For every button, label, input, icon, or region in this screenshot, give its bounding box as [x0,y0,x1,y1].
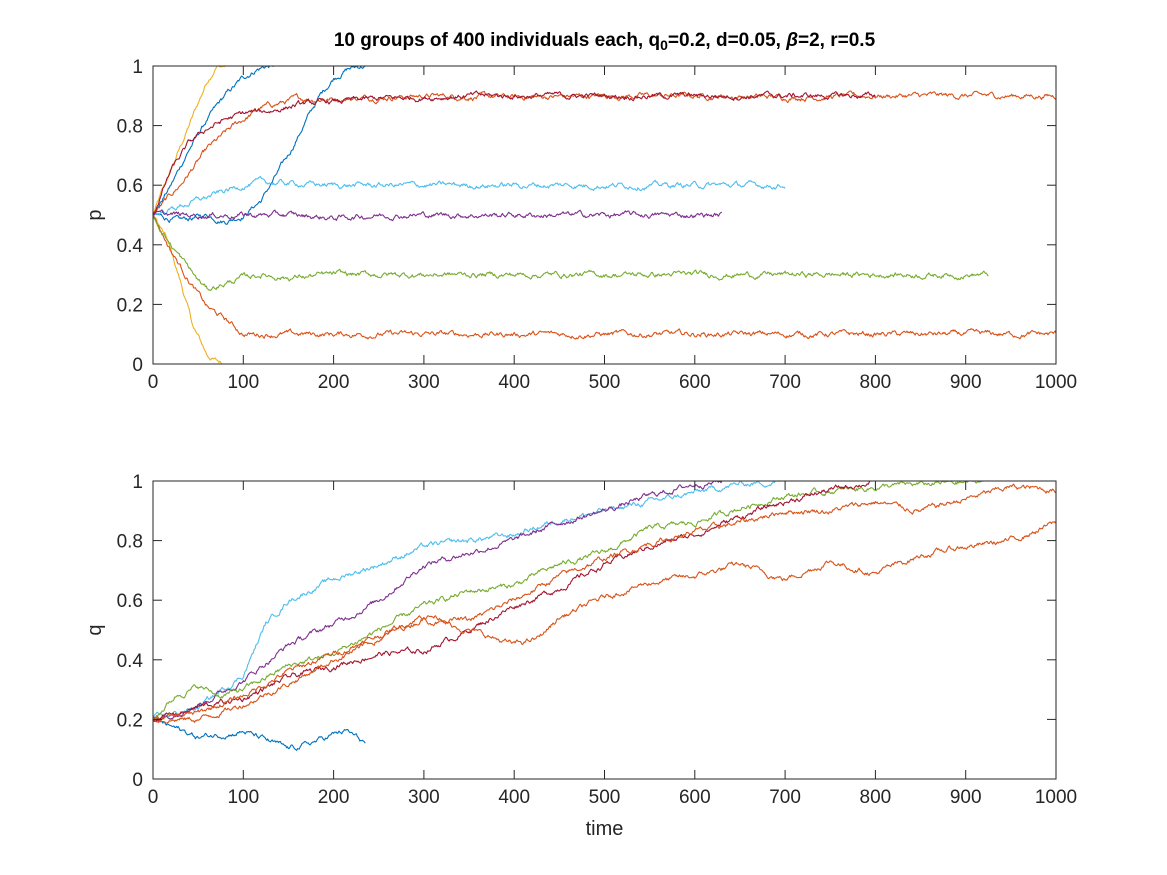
x-tick-label: 200 [318,787,350,808]
y-tick-label: 0.8 [117,117,143,138]
chart-title: 10 groups of 400 individuals each, q0=0.… [153,30,1056,53]
y-axis-label: p [84,209,106,220]
x-tick-label: 200 [318,372,350,393]
title-prefix: 10 groups of 400 individuals each, q [333,30,661,51]
title-tail: =2, r=0.5 [798,30,876,51]
title-subscript: 0 [660,37,668,53]
series-line-3 [153,65,370,225]
y-tick-label: 0.6 [117,176,143,197]
x-tick-label: 300 [408,372,440,393]
series-line-2 [153,480,723,722]
series-line-0 [153,65,226,215]
x-tick-label: 700 [769,372,801,393]
x-tick-label: 1000 [1035,372,1077,393]
x-tick-label: 0 [148,787,159,808]
series-line-6 [153,90,876,216]
series-line-5 [153,215,1056,340]
series-line-4 [153,90,1056,215]
x-tick-label: 1000 [1035,787,1077,808]
y-tick-label: 0.2 [117,710,143,731]
series-line-2 [153,65,275,217]
x-tick-label: 700 [769,787,801,808]
x-tick-label: 100 [227,787,259,808]
x-tick-label: 600 [679,372,711,393]
axes-box [152,65,1057,365]
title-beta: β [786,30,799,51]
y-tick-label: 0 [132,770,143,791]
x-axis-label: time [586,818,624,840]
y-axis-label: q [84,624,106,635]
series-line-6 [153,521,1056,724]
y-tick-label: 0.6 [117,591,143,612]
series-line-1 [153,480,786,718]
x-tick-label: 500 [589,372,621,393]
x-tick-label: 100 [227,372,259,393]
x-tick-label: 900 [950,787,982,808]
x-tick-label: 600 [679,787,711,808]
y-tick-label: 0.4 [117,651,144,672]
y-tick-label: 0.8 [117,532,143,553]
series-line-5 [153,483,1056,721]
x-tick-label: 500 [589,787,621,808]
series-line-4 [153,480,876,723]
x-tick-label: 800 [860,787,892,808]
title-suffix: =0.2, d=0.05, [667,30,787,51]
series-line-0 [153,716,366,751]
q-subplot: 0 100 200 300 400 500 600 700 800 900 1000 0 0.2 0.4 0… [84,472,1077,840]
series-line-8 [153,209,723,222]
y-tick-label: 0 [132,355,143,376]
series-group [153,480,1056,751]
y-tick-label: 1 [132,57,143,78]
series-line-3 [153,480,989,721]
series-group [153,65,1056,365]
x-tick-label: 900 [950,372,982,393]
series-line-9 [153,216,989,291]
series-line-7 [153,176,786,217]
x-tick-label: 300 [408,787,440,808]
x-tick-label: 400 [498,372,530,393]
p-subplot: 0 100 200 300 400 500 600 700 800 900 1000 0 0.2 0.4 0… [84,57,1077,393]
y-tick-label: 0.4 [117,236,144,257]
x-tick-label: 400 [498,787,530,808]
x-tick-label: 0 [148,372,159,393]
y-tick-label: 1 [132,472,143,493]
x-tick-label: 800 [860,372,892,393]
y-tick-label: 0.2 [117,295,143,316]
axes-box [152,480,1057,780]
series-line-1 [153,213,226,365]
